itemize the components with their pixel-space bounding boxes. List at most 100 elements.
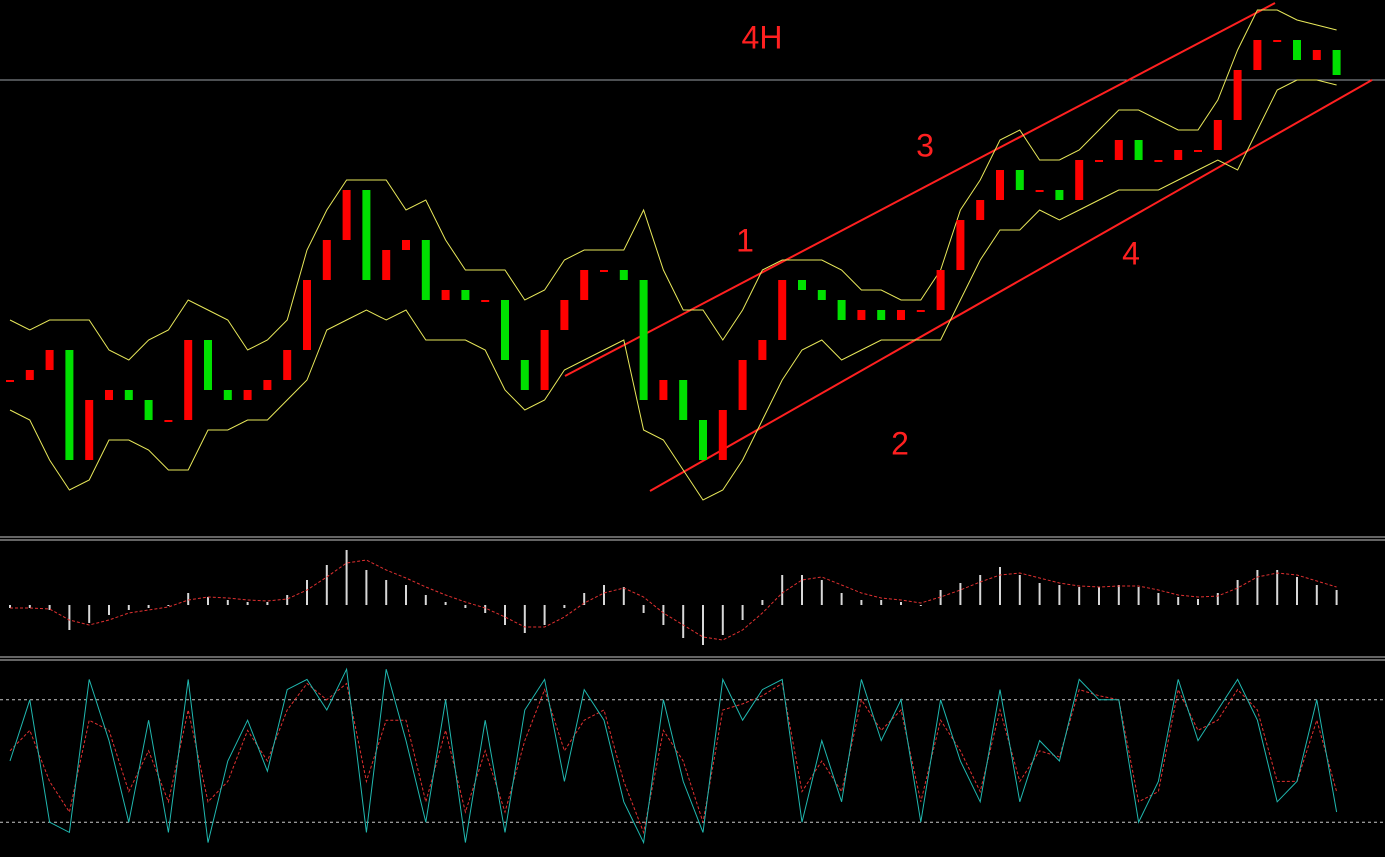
candle (540, 330, 549, 390)
candle (342, 190, 351, 240)
candle (421, 240, 430, 300)
candle (639, 280, 648, 400)
candle (223, 390, 232, 400)
candle (1095, 160, 1103, 162)
upper-band (9, 9, 1337, 361)
candle (837, 300, 846, 320)
macd-bar (286, 595, 289, 605)
macd-bar (583, 593, 586, 605)
channel-lines (564, 2, 1373, 492)
macd-bar (385, 580, 388, 605)
macd-bar (622, 587, 625, 605)
candle (441, 290, 450, 300)
macd-bar (68, 605, 71, 630)
candle (164, 420, 173, 422)
macd-bar (900, 602, 902, 605)
candle (144, 400, 153, 420)
macd-bar (1078, 587, 1081, 605)
candle (184, 340, 193, 420)
candle (124, 390, 133, 400)
candle (382, 250, 391, 280)
macd-bar (484, 605, 487, 613)
macd-bar (603, 585, 605, 605)
macd-bar (959, 583, 962, 605)
candle (659, 380, 668, 400)
macd-bar (880, 600, 883, 605)
macd-bar (1058, 585, 1061, 605)
candle (1233, 70, 1242, 120)
candle (996, 170, 1004, 200)
candle (560, 300, 569, 330)
candle (6, 380, 14, 382)
macd-bar (801, 575, 803, 605)
candle (45, 350, 54, 370)
macd-bar (9, 605, 11, 608)
macd-bar (1296, 577, 1298, 605)
stoch-main (9, 667, 1338, 845)
candle (936, 270, 945, 310)
candle (956, 220, 965, 270)
candle (501, 300, 509, 360)
candle (1194, 150, 1202, 152)
macd-bar (127, 605, 130, 610)
candle (1253, 40, 1262, 70)
candle (283, 350, 292, 380)
wave-label: 4 (1122, 235, 1140, 271)
macd-bar (48, 605, 51, 610)
macd-bar (1236, 580, 1239, 605)
channel-line (564, 2, 1276, 377)
macd-bar (88, 605, 91, 623)
macd-bar (1216, 593, 1219, 605)
candle (1075, 160, 1084, 200)
macd-bar (543, 605, 546, 625)
candle (679, 380, 688, 420)
macd-bar (1098, 587, 1100, 605)
candle (580, 270, 589, 300)
candle (1114, 140, 1123, 160)
macd-bar (563, 605, 566, 608)
candle (857, 310, 866, 320)
candle (1174, 150, 1183, 160)
candle (976, 200, 985, 220)
macd-bar (504, 605, 506, 625)
candle (619, 270, 628, 280)
macd-bar (464, 605, 467, 608)
candle (1293, 40, 1301, 60)
macd-bar (28, 605, 31, 608)
macd-bar (1177, 597, 1180, 605)
macd-bar (444, 602, 447, 605)
macd-bar (860, 600, 863, 605)
candle (778, 280, 787, 340)
macd-bar (108, 605, 110, 615)
timeframe-label: 4H (742, 19, 783, 55)
candle (1332, 50, 1341, 75)
macd-bar (1157, 593, 1160, 605)
macd-bar (820, 580, 823, 605)
candle (481, 300, 490, 302)
macd-bar (1018, 575, 1021, 605)
candle (758, 340, 767, 360)
macd-bar (187, 593, 190, 605)
macd-bar (1335, 590, 1338, 605)
macd-bar (207, 597, 209, 605)
macd-bar (840, 593, 843, 605)
macd-bar (682, 605, 685, 638)
macd-bar (1256, 570, 1259, 605)
macd-bar (523, 605, 526, 633)
macd-bar (999, 567, 1001, 605)
candle (916, 310, 925, 312)
candle (322, 240, 331, 280)
candle (85, 400, 94, 460)
macd-bar (266, 602, 269, 605)
macd-bar (741, 605, 744, 620)
macd-bar (702, 605, 704, 645)
macd-bar (1315, 585, 1318, 605)
macd-bar (781, 575, 784, 605)
candle (798, 280, 806, 290)
macd-bar (167, 605, 170, 606)
macd-bar (1117, 585, 1120, 605)
macd-bar (662, 605, 665, 625)
candle (600, 270, 608, 272)
candle (1134, 140, 1143, 160)
